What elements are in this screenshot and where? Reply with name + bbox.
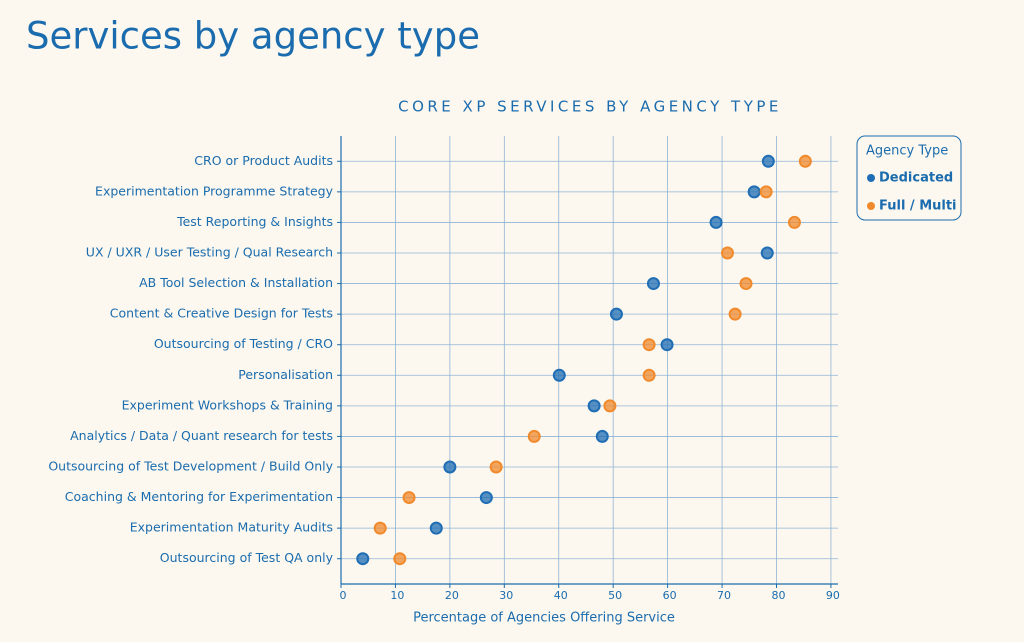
y-tick-label: CRO or Product Audits bbox=[194, 153, 333, 168]
x-axis-label: Percentage of Agencies Offering Service bbox=[413, 611, 675, 626]
x-tick-label: 40 bbox=[554, 589, 568, 602]
y-tick-label: Coaching & Mentoring for Experimentation bbox=[65, 489, 333, 504]
x-tick-label: 20 bbox=[445, 589, 459, 602]
y-tick-label: AB Tool Selection & Installation bbox=[139, 275, 333, 290]
dot bbox=[642, 368, 656, 382]
dot bbox=[759, 185, 773, 199]
legend-label: Full / Multi bbox=[879, 199, 957, 214]
x-tick-label: 50 bbox=[608, 589, 622, 602]
y-tick-label: Content & Creative Design for Tests bbox=[110, 306, 333, 321]
y-tick-label: UX / UXR / User Testing / Qual Research bbox=[86, 245, 333, 260]
dot bbox=[603, 399, 617, 413]
dot bbox=[393, 552, 407, 566]
dot bbox=[747, 185, 761, 199]
y-tick-label: Personalisation bbox=[238, 367, 333, 382]
x-tick-label: 70 bbox=[717, 589, 731, 602]
y-tick-label: Outsourcing of Test Development / Build … bbox=[48, 459, 333, 474]
dot bbox=[728, 307, 742, 321]
x-tick-label: 90 bbox=[826, 589, 840, 602]
chart-title: CORE XP SERVICES BY AGENCY TYPE bbox=[398, 98, 782, 116]
dot bbox=[609, 307, 623, 321]
x-tick-label: 0 bbox=[340, 589, 347, 602]
dot bbox=[489, 460, 503, 474]
dot bbox=[787, 215, 801, 229]
legend-box bbox=[856, 135, 962, 221]
legend-label: Dedicated bbox=[879, 171, 953, 186]
page-title: Services by agency type bbox=[26, 15, 480, 58]
dot bbox=[720, 246, 734, 260]
dot bbox=[587, 399, 601, 413]
dot bbox=[798, 154, 812, 168]
dot bbox=[402, 491, 416, 505]
dot bbox=[527, 429, 541, 443]
legend-title: Agency Type bbox=[866, 144, 948, 159]
y-tick-label: Outsourcing of Test QA only bbox=[160, 550, 334, 565]
y-tick-label: Analytics / Data / Quant research for te… bbox=[70, 428, 333, 443]
y-tick-label: Experiment Workshops & Training bbox=[122, 397, 333, 412]
dot bbox=[356, 552, 370, 566]
dot bbox=[761, 154, 775, 168]
x-tick-label: 30 bbox=[499, 589, 513, 602]
dot bbox=[479, 491, 493, 505]
y-tick-label: Outsourcing of Testing / CRO bbox=[154, 336, 333, 351]
dot bbox=[660, 338, 674, 352]
x-tick-label: 60 bbox=[663, 589, 677, 602]
legend-marker bbox=[867, 202, 875, 210]
dot bbox=[642, 338, 656, 352]
dot bbox=[552, 368, 566, 382]
x-tick-label: 80 bbox=[771, 589, 785, 602]
dot bbox=[709, 215, 723, 229]
dot bbox=[373, 521, 387, 535]
y-tick-label: Experimentation Programme Strategy bbox=[95, 183, 334, 198]
dot bbox=[646, 277, 660, 291]
dot bbox=[760, 246, 774, 260]
x-tick-label: 10 bbox=[390, 589, 404, 602]
dot bbox=[595, 429, 609, 443]
dot bbox=[739, 277, 753, 291]
y-tick-label: Experimentation Maturity Audits bbox=[130, 520, 333, 535]
dot bbox=[443, 460, 457, 474]
y-tick-label: Test Reporting & Insights bbox=[176, 214, 333, 229]
legend-marker bbox=[867, 174, 875, 182]
dot bbox=[429, 521, 443, 535]
